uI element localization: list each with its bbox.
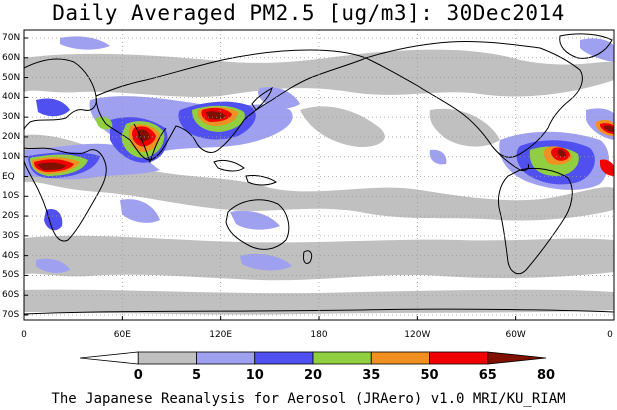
longitude-label: 0 (607, 330, 613, 340)
colorbar-swatch (312, 351, 372, 365)
latitude-label: 50S (2, 270, 20, 281)
colorbar (79, 351, 547, 365)
colorbar-label: 50 (420, 368, 439, 383)
latitude-label: 30S (2, 230, 20, 241)
colorbar-label: 35 (362, 368, 381, 383)
colorbar-label: 0 (133, 368, 143, 383)
latitude-label: 40S (2, 250, 20, 261)
longitude-label: 0 (21, 330, 27, 340)
colorbar-swatch (137, 351, 197, 365)
longitude-label: 60W (505, 330, 526, 340)
footer-credit: The Japanese Reanalysis for Aerosol (JRA… (51, 391, 566, 407)
tick-marks (23, 37, 615, 320)
latitude-label: 20S (2, 211, 20, 222)
latitude-label: 60N (2, 52, 21, 63)
map-title: Daily Averaged PM2.5 [ug/m3]: 30Dec2014 (52, 1, 565, 25)
latitude-label: 40N (2, 92, 21, 103)
colorbar-label: 80 (536, 368, 556, 383)
coastlines (23, 33, 615, 315)
longitude-label: 180 (310, 330, 328, 340)
latitude-label: 10N (2, 151, 21, 162)
colorbar-label: 10 (245, 368, 264, 383)
colorbar-swatch (429, 351, 489, 365)
grid-lines (24, 30, 614, 320)
longitude-label: 60E (113, 330, 131, 340)
latitude-label: 60S (2, 290, 20, 301)
longitude-label: 120W (404, 330, 431, 340)
colorbar-swatch (79, 351, 139, 365)
latitude-label: 70S (2, 310, 20, 320)
colorbar-swatch (254, 351, 314, 365)
latitude-label: 10S (2, 191, 20, 202)
colorbar-label: 5 (191, 368, 202, 383)
colorbar-label: 65 (478, 368, 497, 383)
latitude-label: 20N (2, 131, 21, 142)
colorbar-swatch (370, 351, 430, 365)
level-80-plus-regions (38, 111, 614, 170)
longitude-label: 120E (209, 330, 233, 340)
colorbar-label: 20 (303, 368, 323, 383)
colorbar-swatch (487, 351, 547, 365)
latitude-label: EQ (2, 171, 15, 182)
latitude-label: 50N (2, 72, 21, 83)
latitude-label: 70N (2, 33, 21, 43)
latitude-label: 30N (2, 112, 21, 123)
colorbar-swatch (196, 351, 256, 365)
